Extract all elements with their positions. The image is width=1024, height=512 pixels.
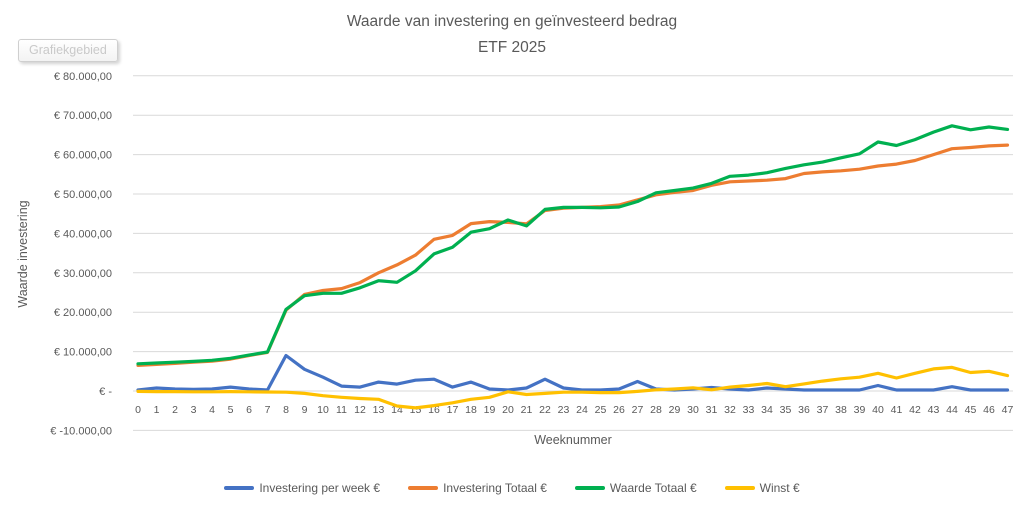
y-tick-label: € - — [99, 386, 112, 398]
x-tick-label: 1 — [154, 404, 160, 416]
x-tick-label: 23 — [558, 404, 570, 416]
series-line-2[interactable] — [136, 124, 1010, 366]
x-tick-label: 31 — [706, 404, 718, 416]
x-tick-label: 44 — [946, 404, 958, 416]
x-tick-label: 15 — [410, 404, 422, 416]
x-tick-label: 17 — [447, 404, 459, 416]
x-tick-label: 3 — [191, 404, 197, 416]
legend-label: Investering Totaal € — [443, 481, 547, 495]
legend-label: Waarde Totaal € — [609, 481, 697, 495]
x-tick-label: 16 — [428, 404, 440, 416]
x-tick-label: 36 — [798, 404, 810, 416]
chart-title-line1: Waarde van investering en geïnvesteerd b… — [346, 13, 678, 30]
y-tick-label: € 10.000,00 — [54, 347, 112, 359]
x-tick-label: 45 — [965, 404, 977, 416]
legend-line-swatch — [224, 486, 255, 490]
x-tick-label: 14 — [391, 404, 403, 416]
legend-line-swatch — [724, 486, 755, 490]
chart-title-line2: ETF 2025 — [477, 39, 547, 56]
y-tick-label: € 50.000,00 — [54, 189, 112, 201]
x-tick-label: 20 — [502, 404, 514, 416]
y-tick-label: € 80.000,00 — [54, 71, 112, 83]
x-tick-label: 8 — [283, 404, 289, 416]
x-tick-label: 21 — [521, 404, 533, 416]
x-tick-label: 13 — [373, 404, 385, 416]
x-tick-label: 2 — [172, 404, 178, 416]
x-tick-label: 40 — [872, 404, 884, 416]
legend-line-swatch — [408, 486, 439, 490]
x-tick-label: 33 — [743, 404, 755, 416]
legend-item-1[interactable]: Investering Totaal € — [408, 481, 547, 495]
x-tick-label: 37 — [817, 404, 829, 416]
legend-item-2[interactable]: Waarde Totaal € — [574, 481, 697, 495]
legend-label: Winst € — [759, 481, 800, 495]
x-tick-label: 26 — [613, 404, 625, 416]
x-tick-label: 28 — [650, 404, 662, 416]
x-tick-label: 41 — [891, 404, 903, 416]
y-tick-label: € 40.000,00 — [54, 228, 112, 240]
x-tick-label: 47 — [1002, 404, 1014, 416]
x-tick-label: 9 — [302, 404, 308, 416]
x-tick-label: 18 — [465, 404, 477, 416]
y-tick-label: € 60.000,00 — [54, 150, 112, 162]
x-tick-label: 12 — [354, 404, 366, 416]
x-tick-label: 38 — [835, 404, 847, 416]
x-tick-label: 32 — [724, 404, 736, 416]
series-line-1[interactable] — [136, 143, 1010, 367]
x-tick-label: 42 — [909, 404, 921, 416]
legend-item-3[interactable]: Winst € — [724, 481, 800, 495]
x-tick-label: 10 — [317, 404, 329, 416]
y-tick-label: € -10.000,00 — [50, 425, 112, 437]
x-tick-label: 0 — [135, 404, 141, 416]
x-tick-label: 30 — [687, 404, 699, 416]
chart-area-tooltip: Grafiekgebied — [18, 39, 118, 62]
y-tick-label: € 70.000,00 — [54, 110, 112, 122]
chart-legend: Investering per week € Investering Totaal… — [0, 481, 1024, 495]
series-line-3[interactable] — [136, 365, 1010, 410]
x-tick-label: 29 — [669, 404, 681, 416]
x-tick-label: 22 — [539, 404, 551, 416]
x-axis-title: Weeknummer — [534, 433, 612, 447]
x-tick-label: 34 — [761, 404, 773, 416]
chart-title: Waarde van investering en geïnvesteerd b… — [0, 9, 1024, 61]
legend-item-0[interactable]: Investering per week € — [224, 481, 380, 495]
x-tick-label: 24 — [576, 404, 588, 416]
x-tick-label: 46 — [983, 404, 995, 416]
x-tick-label: 6 — [246, 404, 252, 416]
y-tick-label: € 30.000,00 — [54, 268, 112, 280]
x-tick-label: 5 — [228, 404, 234, 416]
x-tick-label: 35 — [780, 404, 792, 416]
series-line-0[interactable] — [136, 353, 1010, 392]
x-tick-label: 43 — [928, 404, 940, 416]
x-tick-label: 4 — [209, 404, 215, 416]
x-tick-label: 11 — [336, 404, 347, 416]
x-tick-label: 25 — [595, 404, 607, 416]
legend-label: Investering per week € — [259, 481, 381, 495]
y-tick-label: € 20.000,00 — [54, 307, 112, 319]
x-tick-label: 39 — [854, 404, 866, 416]
x-tick-label: 27 — [632, 404, 644, 416]
x-tick-label: 19 — [484, 404, 496, 416]
x-tick-label: 7 — [265, 404, 271, 416]
legend-line-swatch — [574, 486, 605, 490]
